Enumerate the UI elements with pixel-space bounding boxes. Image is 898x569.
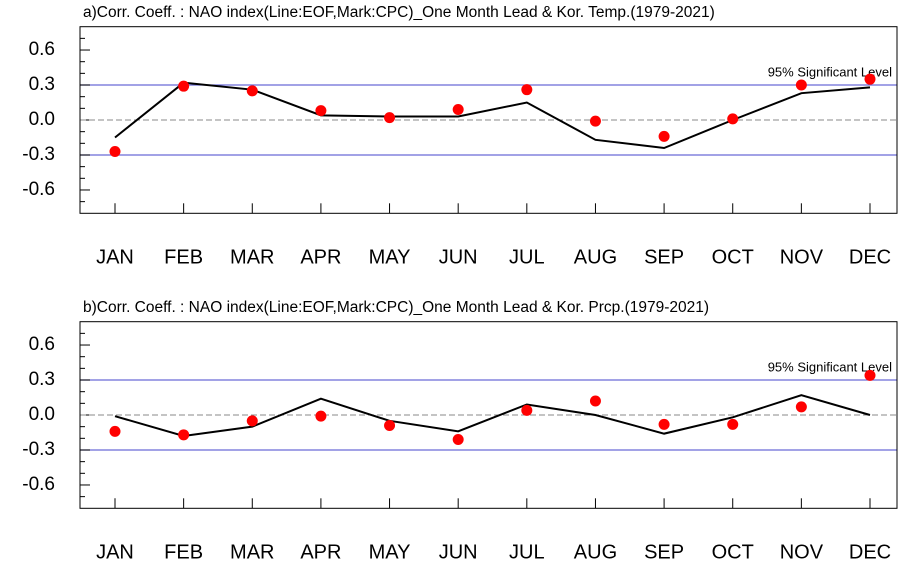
annotation: 95% Significant Level xyxy=(768,64,892,79)
y-tick-label: 0.6 xyxy=(29,39,55,60)
x-tick-label: DEC xyxy=(849,246,891,268)
y-tick-label: -0.6 xyxy=(22,474,55,495)
x-tick-label: FEB xyxy=(164,541,203,563)
data-line xyxy=(114,81,871,150)
x-tick-label: FEB xyxy=(164,246,203,268)
plot-frame xyxy=(79,321,898,509)
data-point xyxy=(384,112,396,124)
data-point xyxy=(589,115,601,127)
x-tick-label: APR xyxy=(300,246,341,268)
data-point xyxy=(178,80,190,92)
x-tick-label: JAN xyxy=(96,246,134,268)
x-tick-label: NOV xyxy=(780,246,824,268)
data-point xyxy=(109,145,121,157)
chart-title: a)Corr. Coeff. : NAO index(Line:EOF,Mark… xyxy=(83,4,715,21)
data-point xyxy=(589,395,601,407)
x-tick-label: MAY xyxy=(369,246,411,268)
y-tick-label: -0.3 xyxy=(22,144,55,165)
x-tick-label: OCT xyxy=(712,246,754,268)
x-tick-label: SEP xyxy=(644,541,684,563)
data-point xyxy=(109,425,121,437)
data-line xyxy=(114,394,871,438)
x-tick-label: APR xyxy=(300,541,341,563)
x-tick-label: JAN xyxy=(96,541,134,563)
y-tick-label: 0.3 xyxy=(29,74,55,95)
x-tick-label: AUG xyxy=(574,541,617,563)
data-point xyxy=(727,113,739,125)
x-tick-label: SEP xyxy=(644,246,684,268)
x-tick-label: AUG xyxy=(574,246,617,268)
y-tick-label: 0.0 xyxy=(29,109,55,130)
data-point xyxy=(315,410,327,422)
y-tick-label: 0.3 xyxy=(29,369,55,390)
x-tick-label: JUN xyxy=(439,541,478,563)
data-point xyxy=(864,73,876,85)
x-tick-label: MAY xyxy=(369,541,411,563)
data-point xyxy=(795,401,807,413)
data-point xyxy=(727,418,739,430)
data-point xyxy=(315,105,327,117)
x-tick-label: JUL xyxy=(509,541,545,563)
x-tick-label: DEC xyxy=(849,541,891,563)
data-point xyxy=(246,415,258,427)
data-point xyxy=(246,85,258,97)
x-tick-label: JUL xyxy=(509,246,545,268)
data-point xyxy=(795,79,807,91)
data-point xyxy=(864,369,876,381)
data-point xyxy=(178,429,190,441)
plot-frame xyxy=(79,26,898,214)
x-tick-label: JUN xyxy=(439,246,478,268)
x-tick-label: OCT xyxy=(712,541,754,563)
data-point xyxy=(452,104,464,116)
x-tick-label: NOV xyxy=(780,541,824,563)
data-point xyxy=(658,130,670,142)
y-tick-label: -0.3 xyxy=(22,439,55,460)
data-point xyxy=(452,433,464,445)
data-point xyxy=(384,419,396,431)
data-point xyxy=(521,404,533,416)
data-point xyxy=(658,418,670,430)
chart-title: b)Corr. Coeff. : NAO index(Line:EOF,Mark… xyxy=(83,299,709,316)
annotation: 95% Significant Level xyxy=(768,359,892,374)
y-tick-label: 0.6 xyxy=(29,334,55,355)
y-tick-label: -0.6 xyxy=(22,179,55,200)
data-point xyxy=(521,84,533,96)
x-tick-label: MAR xyxy=(230,541,274,563)
x-tick-label: MAR xyxy=(230,246,274,268)
y-tick-label: 0.0 xyxy=(29,404,55,425)
